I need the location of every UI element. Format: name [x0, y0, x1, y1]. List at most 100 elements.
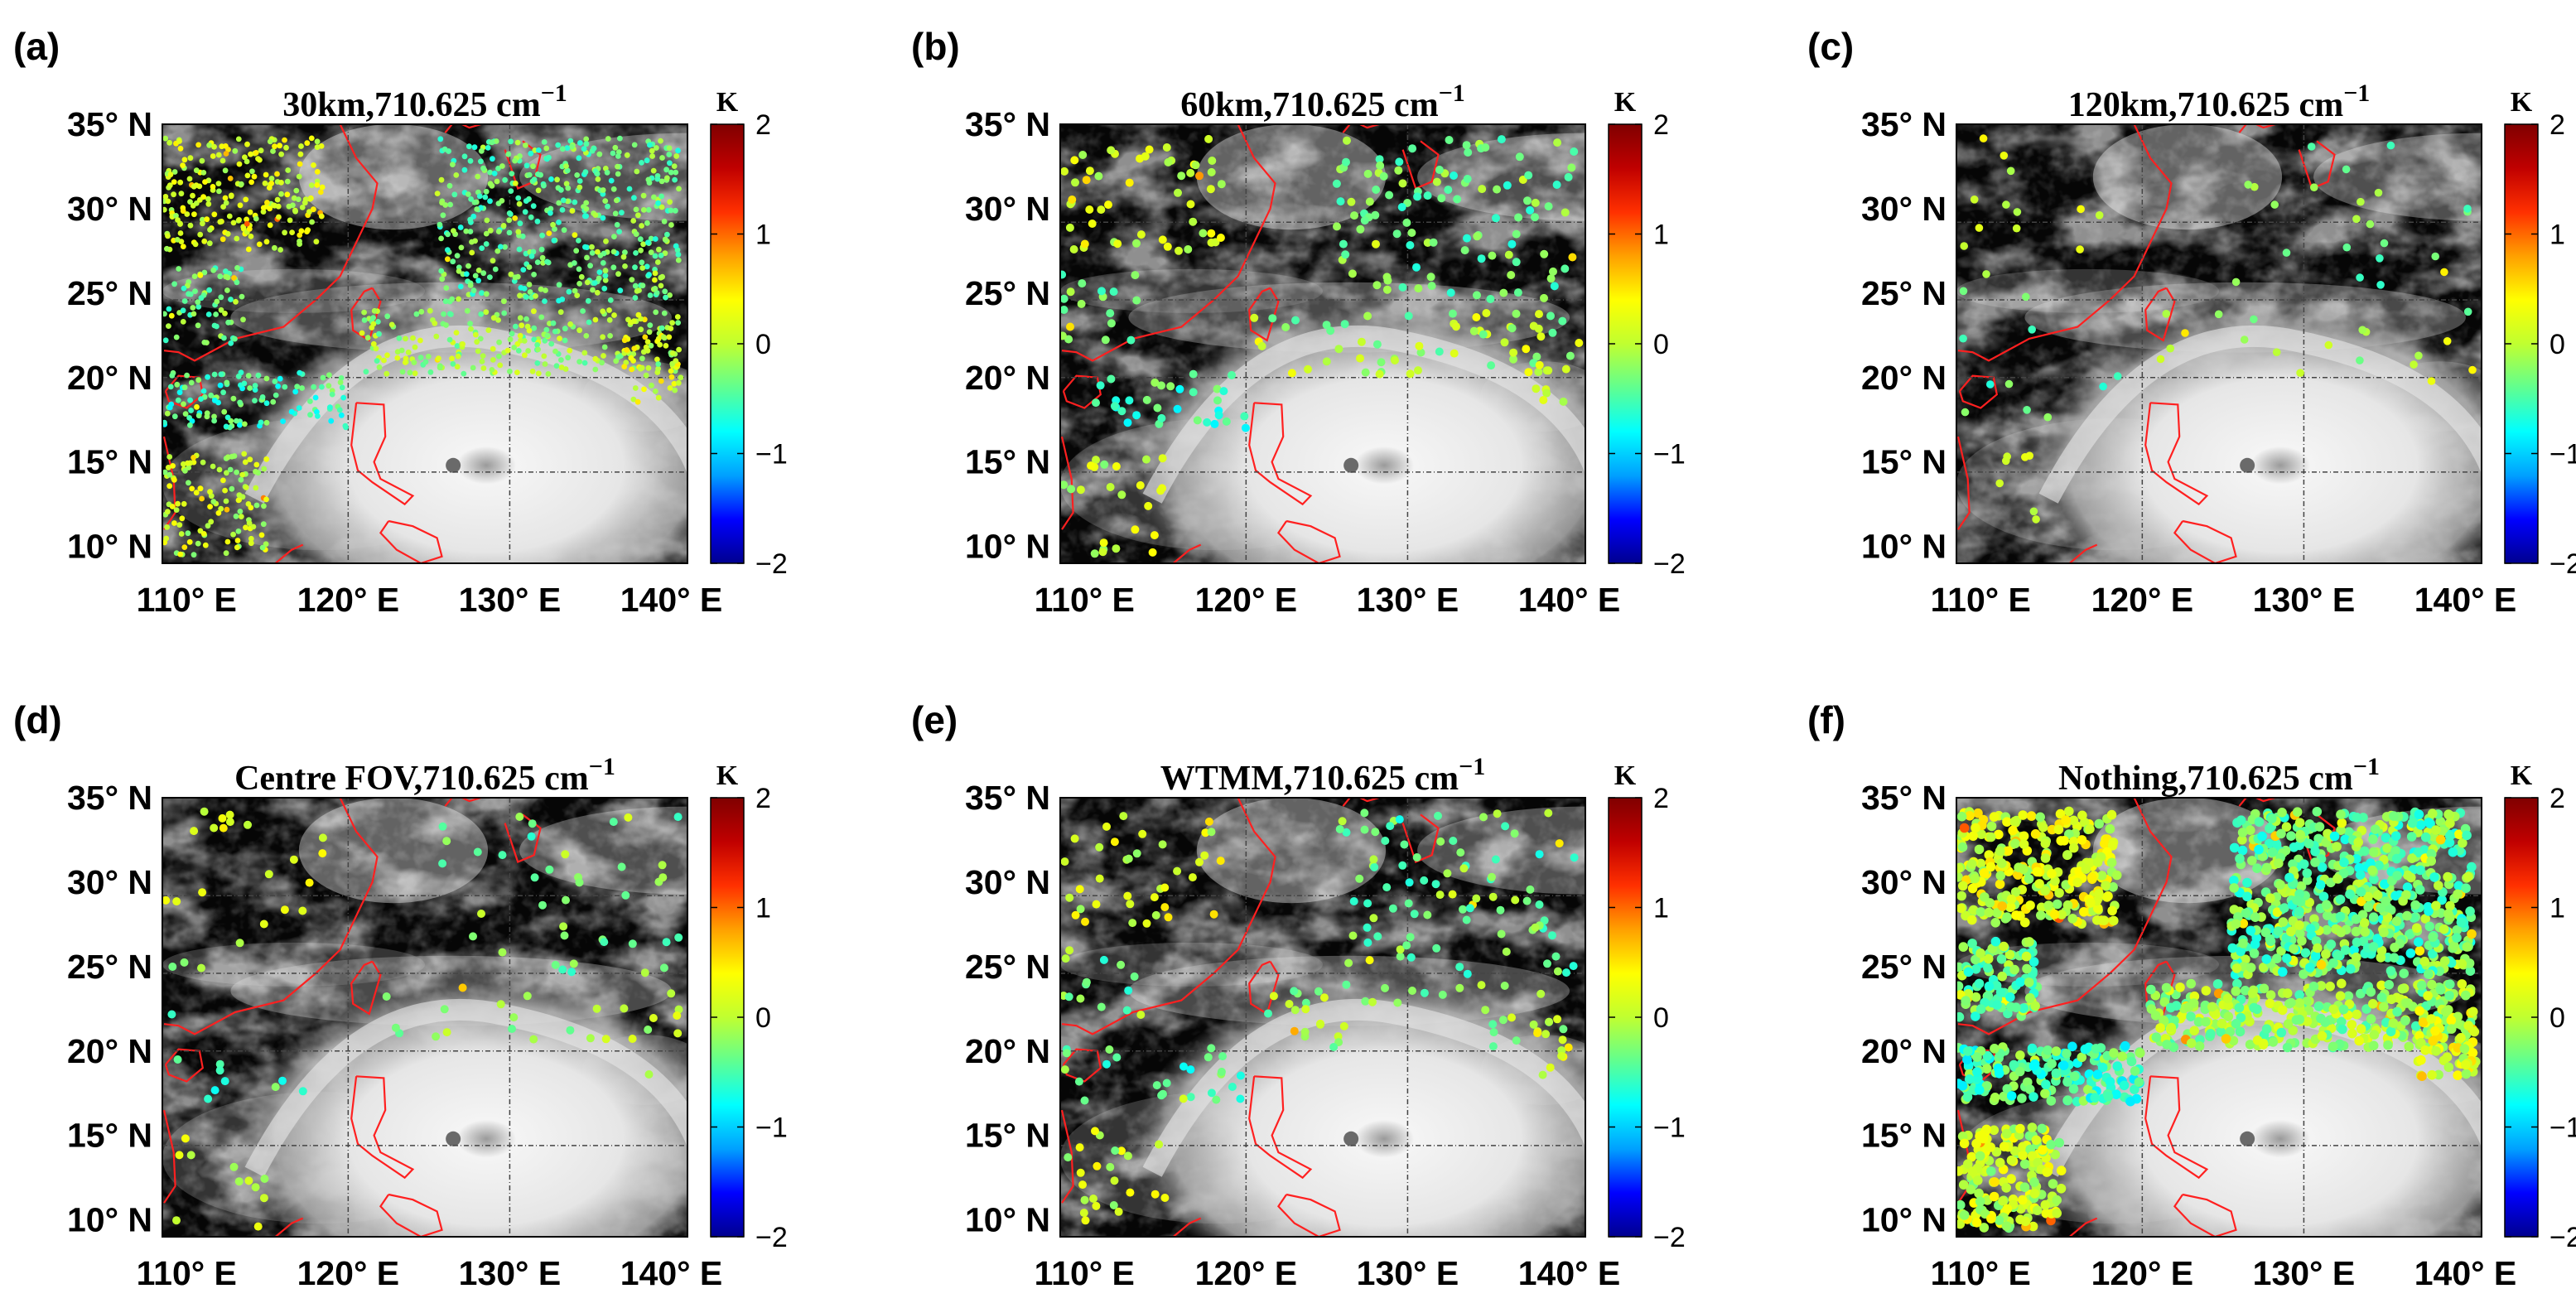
observation-point: [539, 232, 545, 239]
observation-point: [438, 176, 445, 183]
observation-point: [2322, 924, 2332, 935]
observation-point: [1078, 279, 1087, 288]
observation-point: [1195, 171, 1204, 181]
observation-point: [224, 287, 230, 293]
observation-point: [1535, 900, 1544, 909]
observation-point: [1119, 812, 1128, 821]
observation-point: [1155, 1140, 1164, 1149]
observation-point: [667, 385, 673, 391]
observation-point: [1203, 417, 1212, 427]
observation-point: [550, 221, 556, 228]
observation-point: [2286, 926, 2296, 937]
panel-title-main: 120km,710.625 cm: [2068, 86, 2343, 124]
observation-point: [2352, 952, 2361, 963]
observation-point: [1455, 983, 1464, 992]
observation-point: [2040, 1088, 2050, 1098]
observation-point: [528, 214, 534, 220]
observation-point: [164, 410, 171, 417]
observation-point: [477, 335, 484, 342]
observation-point: [342, 422, 349, 429]
observation-point: [555, 142, 562, 148]
observation-point: [287, 217, 293, 224]
observation-point: [538, 246, 545, 253]
observation-point: [2439, 956, 2450, 966]
observation-point: [173, 213, 179, 219]
observation-point: [234, 544, 240, 551]
observation-point: [1413, 192, 1422, 201]
observation-point: [2380, 879, 2390, 889]
observation-point: [516, 246, 523, 253]
observation-point: [2064, 806, 2074, 817]
observation-point: [2354, 1035, 2364, 1046]
observation-point: [259, 394, 266, 400]
observation-point: [654, 176, 661, 182]
observation-point: [2186, 978, 2196, 989]
observation-point: [1142, 395, 1151, 404]
observation-point: [552, 226, 557, 232]
observation-point: [1459, 864, 1469, 873]
observation-point: [280, 418, 286, 424]
observation-point: [1512, 258, 1521, 267]
observation-point: [617, 862, 626, 871]
observation-point: [2452, 924, 2462, 935]
observation-point: [1123, 418, 1132, 427]
observation-point: [2366, 987, 2376, 997]
observation-point: [1153, 403, 1162, 413]
observation-point: [530, 163, 536, 170]
observation-point: [236, 161, 243, 167]
observation-point: [1348, 269, 1357, 278]
observation-point: [1391, 356, 1399, 364]
observation-point: [1375, 369, 1384, 379]
observation-points: [162, 807, 683, 1231]
observation-point: [501, 310, 508, 316]
observation-point: [205, 311, 212, 317]
observation-point: [489, 367, 495, 373]
observation-point: [2002, 912, 2012, 922]
observation-point: [432, 321, 438, 326]
observation-point: [162, 135, 169, 142]
observation-point: [252, 398, 258, 403]
observation-point: [438, 268, 445, 274]
observation-point: [327, 404, 333, 410]
panel-tag: (f): [1807, 698, 1845, 741]
observation-point: [489, 182, 495, 189]
observation-point: [542, 361, 548, 367]
observation-point: [234, 1177, 244, 1186]
observation-point: [2236, 815, 2246, 825]
observation-point: [166, 139, 173, 146]
observation-point: [496, 339, 502, 345]
observation-point: [2406, 832, 2417, 842]
observation-point: [166, 454, 173, 460]
observation-point: [1568, 253, 1577, 262]
observation-point: [1564, 172, 1573, 181]
observation-point: [2389, 811, 2399, 821]
observation-point: [2282, 1042, 2293, 1053]
observation-point: [2041, 1079, 2051, 1089]
observation-point: [576, 359, 582, 364]
observation-point: [1110, 837, 1119, 847]
observation-point: [2245, 1040, 2255, 1050]
colorbar-tick-label: −1: [755, 1113, 788, 1144]
observation-point: [1228, 370, 1236, 379]
observation-point: [2381, 833, 2391, 843]
observation-point: [644, 157, 650, 164]
observation-point: [2467, 1048, 2478, 1058]
observation-point: [1402, 941, 1411, 950]
observation-point: [505, 151, 512, 157]
observation-point: [639, 160, 644, 166]
observation-point: [293, 187, 300, 194]
observation-point: [600, 260, 606, 266]
observation-point: [1349, 897, 1358, 905]
observation-point: [2030, 1001, 2040, 1011]
observation-point: [2443, 1005, 2453, 1015]
observation-point: [2270, 200, 2279, 209]
observation-point: [1336, 197, 1345, 206]
coastline: [2173, 519, 2237, 563]
observation-point: [2050, 876, 2060, 886]
observation-point: [2090, 1093, 2100, 1103]
observation-point: [2410, 900, 2420, 910]
observation-point: [2307, 142, 2316, 151]
observation-point: [463, 271, 470, 278]
observation-point: [575, 878, 584, 887]
observation-point: [1268, 314, 1277, 323]
